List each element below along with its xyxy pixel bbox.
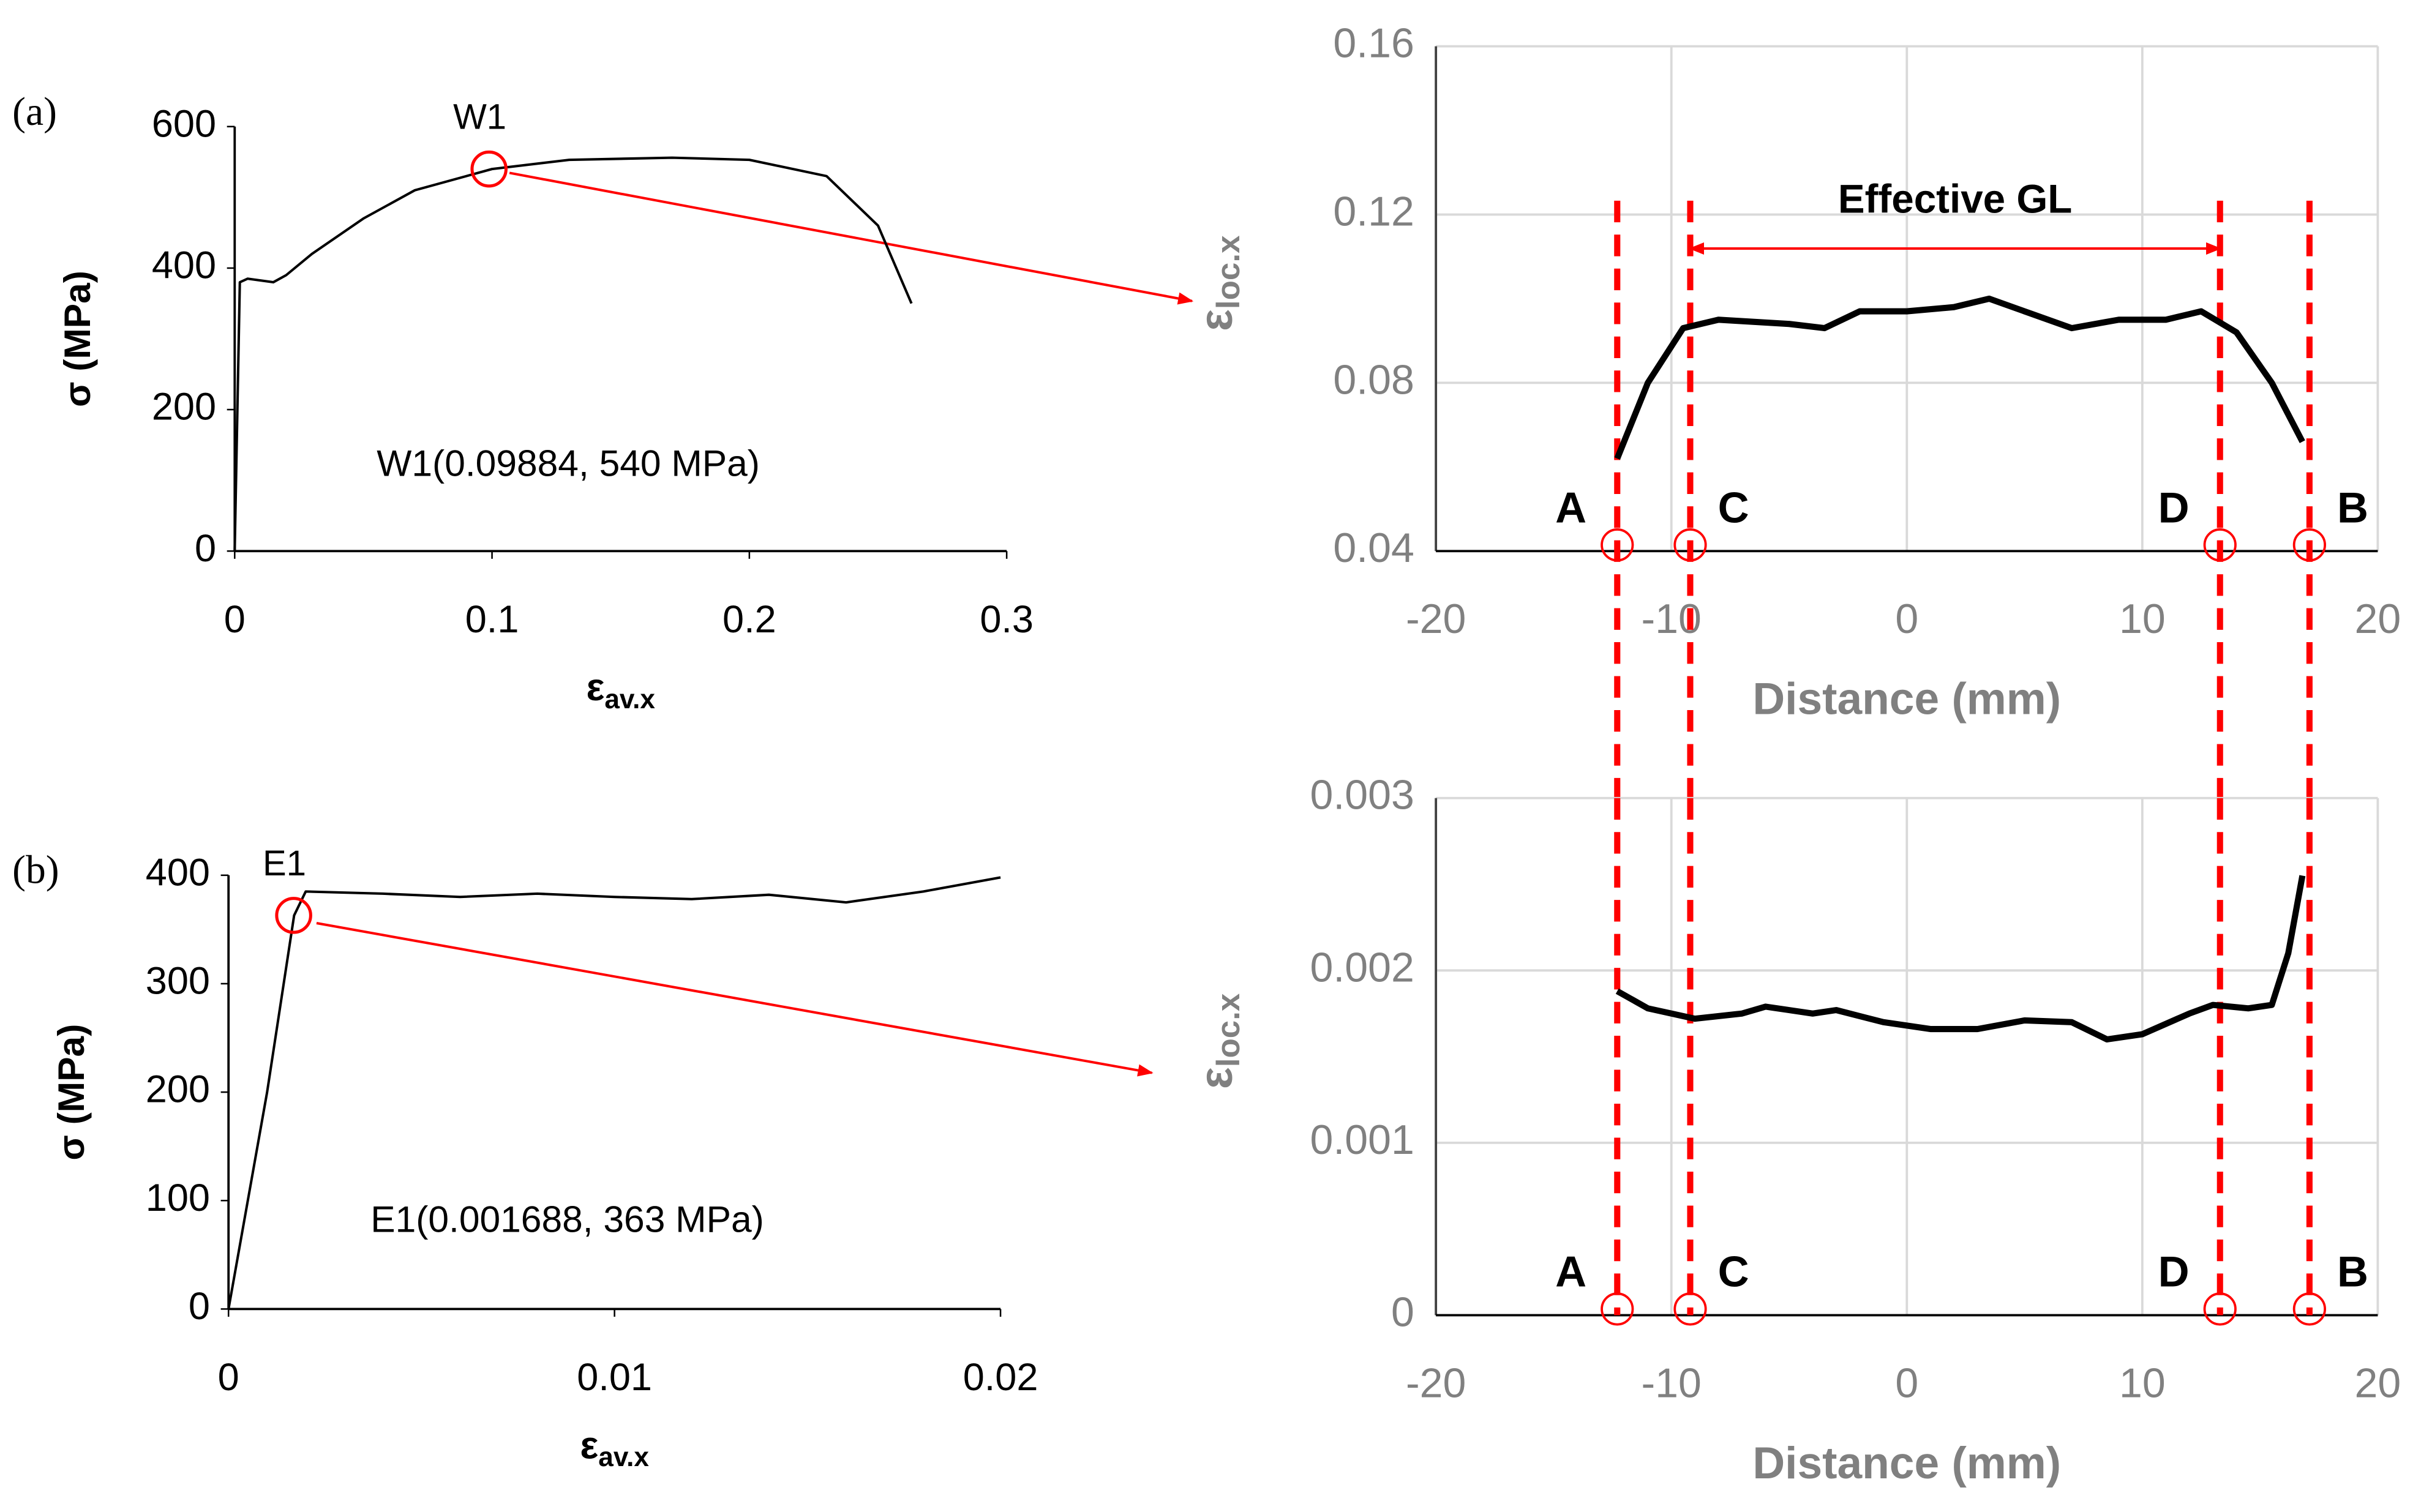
y-tick-label: 400	[146, 851, 210, 894]
highlight-point	[275, 897, 312, 934]
y-tick-label: 300	[146, 960, 210, 1003]
marker-label: B	[2337, 1248, 2368, 1296]
x-tick-label: -20	[1406, 1360, 1466, 1406]
y-tick-label: 0.04	[1333, 525, 1414, 571]
marker-label: A	[1555, 1248, 1586, 1296]
x-tick-label: 0.3	[980, 598, 1034, 641]
y-tick-label: 0	[195, 527, 216, 570]
marker-circle	[2292, 1292, 2326, 1326]
x-tick-label: 0	[224, 598, 246, 641]
data-line	[1615, 875, 2306, 1042]
x-tick-label: -10	[1642, 1360, 1702, 1406]
y-tick-label: 100	[146, 1177, 210, 1219]
y-axis-label: σ (MPa)	[56, 271, 98, 407]
annotation: W1(0.09884, 540 MPa)	[377, 443, 760, 484]
marker-circle	[2203, 528, 2237, 562]
y-tick-label: 600	[152, 102, 216, 145]
axis-label-subscript: loc.x	[1210, 235, 1247, 309]
axis-label-subscript: av.x	[604, 684, 655, 714]
y-tick-label: 0.12	[1333, 189, 1414, 235]
x-tick-label: 0.01	[577, 1356, 652, 1399]
y-tick-label: 0.08	[1333, 356, 1414, 403]
y-tick-label: 0	[1391, 1289, 1414, 1335]
data-line	[1614, 295, 2305, 460]
axis-label: εloc.x	[1191, 993, 1247, 1089]
span-label: Effective GL	[1838, 177, 2072, 222]
highlight-label: W1	[453, 98, 506, 137]
highlight-point	[470, 150, 508, 188]
x-tick-label: 20	[2355, 1360, 2401, 1406]
y-tick-label: 0.002	[1310, 944, 1414, 990]
marker-circle	[1673, 1292, 1707, 1326]
data-line	[233, 156, 913, 552]
marker-label: D	[2158, 483, 2190, 531]
marker-circle	[2203, 1292, 2237, 1326]
link-arrow	[509, 171, 1194, 305]
y-axis-label: σ (MPa)	[50, 1024, 92, 1161]
x-axis-label: Distance (mm)	[1752, 675, 2061, 724]
link-arrow	[316, 921, 1154, 1077]
axis-label-subscript: loc.x	[1210, 993, 1247, 1067]
y-tick-label: 200	[152, 386, 216, 429]
axis-label-symbol: ε	[1191, 1067, 1242, 1089]
x-tick-label: 0.1	[465, 598, 519, 641]
marker-circle	[1601, 528, 1634, 562]
x-tick-label: 0.02	[963, 1356, 1038, 1399]
x-tick-label: 0	[218, 1356, 239, 1399]
marker-circle	[1673, 528, 1707, 562]
marker-label: D	[2158, 1248, 2190, 1296]
marker-label: B	[2337, 483, 2368, 531]
panel-label: (b)	[12, 848, 59, 892]
marker-label: C	[1718, 483, 1749, 531]
marker-circle	[1601, 1292, 1634, 1326]
y-tick-label: 0.001	[1310, 1117, 1414, 1163]
y-tick-label: 0.003	[1310, 772, 1414, 818]
marker-circle	[2292, 528, 2326, 562]
axis-label-symbol: ε	[586, 666, 604, 709]
x-axis-label: Distance (mm)	[1752, 1439, 2061, 1488]
x-tick-label: 0.2	[723, 598, 776, 641]
axis-label-subscript: av.x	[598, 1442, 649, 1472]
y-tick-label: 200	[146, 1068, 210, 1111]
axis-label-symbol: ε	[580, 1424, 598, 1467]
x-tick-label: 10	[2119, 596, 2166, 642]
panel-label: (a)	[12, 90, 57, 134]
axis-label: εloc.x	[1191, 235, 1247, 331]
x-tick-label: -20	[1406, 596, 1466, 642]
x-tick-label: 0	[1895, 596, 1918, 642]
marker-label: C	[1718, 1248, 1749, 1296]
highlight-label: E1	[263, 844, 306, 883]
x-tick-label: 10	[2119, 1360, 2166, 1406]
y-tick-label: 400	[152, 244, 216, 287]
axis-label-symbol: ε	[1191, 309, 1242, 331]
annotation: E1(0.001688, 363 MPa)	[370, 1199, 764, 1240]
marker-label: A	[1555, 483, 1586, 531]
x-tick-label: 0	[1895, 1360, 1918, 1406]
y-tick-label: 0.16	[1333, 20, 1414, 67]
axis-label: εav.x	[580, 1424, 649, 1472]
y-tick-label: 0	[189, 1285, 210, 1328]
axis-label: εav.x	[586, 666, 655, 714]
data-line	[227, 876, 1001, 1309]
x-tick-label: 20	[2355, 596, 2401, 642]
